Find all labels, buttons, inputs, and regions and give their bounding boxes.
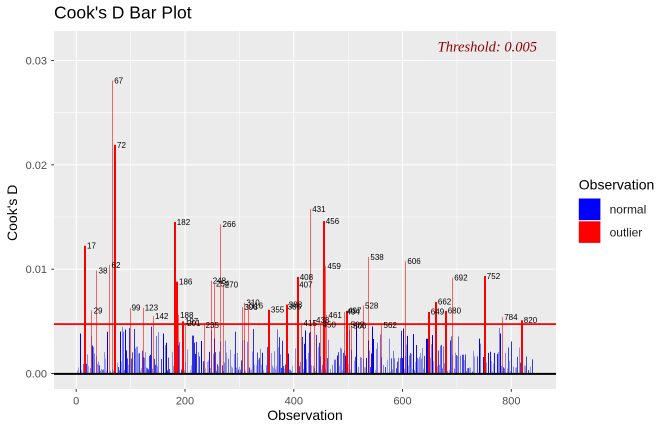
svg-text:649: 649	[431, 308, 445, 317]
svg-text:438: 438	[316, 316, 330, 325]
svg-text:Cook's D Bar Plot: Cook's D Bar Plot	[54, 3, 192, 23]
svg-text:494: 494	[347, 308, 361, 317]
svg-text:Cook's D: Cook's D	[4, 185, 20, 241]
svg-text:188: 188	[180, 311, 194, 320]
svg-text:431: 431	[312, 205, 326, 214]
svg-text:600: 600	[393, 396, 411, 408]
svg-text:142: 142	[155, 312, 169, 321]
svg-text:123: 123	[145, 304, 159, 313]
svg-text:456: 456	[326, 217, 340, 226]
svg-text:400: 400	[285, 396, 303, 408]
svg-text:450: 450	[323, 321, 337, 330]
svg-text:459: 459	[328, 262, 342, 271]
svg-text:0.01: 0.01	[26, 264, 47, 276]
svg-text:800: 800	[502, 396, 520, 408]
svg-text:0.02: 0.02	[26, 160, 47, 172]
svg-text:415: 415	[304, 319, 318, 328]
svg-text:316: 316	[250, 302, 264, 311]
svg-text:355: 355	[271, 306, 285, 315]
svg-text:528: 528	[365, 301, 379, 310]
svg-text:Observation: Observation	[579, 177, 654, 193]
svg-text:197: 197	[185, 317, 199, 326]
svg-text:201: 201	[187, 319, 201, 328]
svg-text:461: 461	[329, 311, 343, 320]
svg-text:270: 270	[225, 281, 239, 290]
svg-text:820: 820	[524, 316, 538, 325]
svg-text:692: 692	[454, 274, 468, 283]
svg-text:388: 388	[289, 300, 303, 309]
svg-text:506: 506	[353, 321, 367, 330]
svg-text:538: 538	[370, 253, 384, 262]
svg-text:606: 606	[407, 257, 421, 266]
svg-text:normal: normal	[610, 203, 647, 217]
svg-text:182: 182	[177, 218, 191, 227]
svg-text:62: 62	[112, 261, 121, 270]
svg-text:662: 662	[438, 298, 452, 307]
svg-text:29: 29	[94, 306, 103, 315]
svg-text:38: 38	[99, 266, 108, 275]
svg-text:0.03: 0.03	[26, 56, 47, 68]
svg-text:99: 99	[132, 304, 141, 313]
svg-text:67: 67	[114, 76, 123, 85]
svg-text:266: 266	[223, 220, 237, 229]
svg-text:Threshold: 0.005: Threshold: 0.005	[438, 40, 537, 56]
svg-text:72: 72	[117, 141, 126, 150]
svg-text:186: 186	[179, 278, 193, 287]
svg-text:752: 752	[487, 272, 501, 281]
svg-text:306: 306	[244, 303, 258, 312]
svg-text:408: 408	[300, 273, 314, 282]
svg-text:562: 562	[384, 321, 398, 330]
svg-text:254: 254	[216, 280, 230, 289]
svg-text:310: 310	[246, 298, 260, 307]
svg-text:Observation: Observation	[267, 407, 342, 423]
svg-text:497: 497	[348, 307, 362, 316]
svg-text:0: 0	[73, 396, 79, 408]
svg-text:386: 386	[288, 303, 302, 312]
svg-text:0.00: 0.00	[26, 369, 47, 381]
svg-text:235: 235	[206, 321, 220, 330]
svg-text:502: 502	[351, 320, 365, 329]
svg-text:784: 784	[504, 313, 518, 322]
svg-text:outlier: outlier	[610, 225, 643, 239]
svg-text:200: 200	[176, 396, 194, 408]
svg-text:248: 248	[213, 276, 227, 285]
svg-text:407: 407	[299, 281, 313, 290]
svg-text:680: 680	[448, 307, 462, 316]
svg-text:17: 17	[87, 242, 96, 251]
